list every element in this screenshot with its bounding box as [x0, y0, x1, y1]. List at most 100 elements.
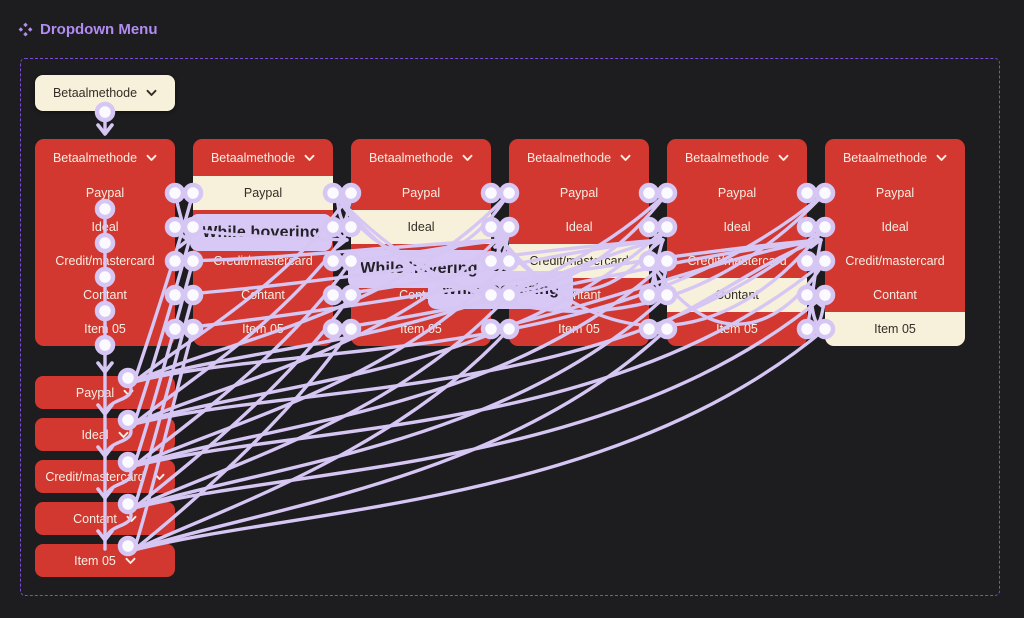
menu-item-item-05[interactable]: Item 05 — [35, 312, 175, 346]
dropdown-header[interactable]: Betaalmethode — [509, 139, 649, 176]
menu-item-contant[interactable]: Contant — [825, 278, 965, 312]
menu-item-ideal[interactable]: Ideal — [667, 210, 807, 244]
menu-item-paypal-label: Paypal — [85, 186, 125, 200]
component-set-name: Dropdown Menu — [40, 21, 158, 38]
menu-item-ideal-label: Ideal — [91, 220, 119, 234]
interaction-label-while-hovering[interactable]: While hovering — [348, 250, 490, 288]
menu-item-item-05-label: Item 05 — [874, 322, 916, 336]
menu-item-item-05-label: Item 05 — [558, 322, 600, 336]
menu-item-contant-label: Contant — [873, 288, 917, 302]
menu-item-contant-label: Contant — [83, 288, 127, 302]
chevron-down-icon — [936, 154, 947, 161]
chevron-down-icon — [154, 473, 165, 480]
dropdown-trigger-button-label: Betaalmethode — [52, 86, 138, 100]
menu-item-paypal[interactable]: Paypal — [35, 176, 175, 210]
menu-item-ideal[interactable]: Ideal — [825, 210, 965, 244]
menu-item-paypal[interactable]: Paypal — [667, 176, 807, 210]
menu-item-paypal[interactable]: Paypal — [509, 176, 649, 210]
menu-item-item-05-label: Item 05 — [400, 322, 442, 336]
closed-dropdown-contant[interactable]: Contant — [35, 502, 175, 535]
chevron-down-icon — [620, 154, 631, 161]
menu-item-ideal-label: Ideal — [881, 220, 909, 234]
chevron-down-icon — [126, 515, 137, 522]
menu-item-contant-label: Contant — [241, 288, 285, 302]
dropdown-panel-open-hover-ideal[interactable]: BetaalmethodePaypalIdealCredit/mastercar… — [351, 139, 491, 346]
menu-item-ideal[interactable]: Ideal — [351, 210, 491, 244]
menu-item-paypal-label: Paypal — [401, 186, 441, 200]
menu-item-ideal-label: Ideal — [407, 220, 435, 234]
chevron-down-icon — [125, 557, 136, 564]
menu-item-credit-mastercard-label: Credit/mastercard — [213, 254, 313, 268]
menu-item-credit-mastercard-label: Credit/mastercard — [845, 254, 945, 268]
menu-item-paypal-label: Paypal — [717, 186, 757, 200]
closed-dropdown-paypal[interactable]: Paypal — [35, 376, 175, 409]
dropdown-header[interactable]: Betaalmethode — [193, 139, 333, 176]
menu-item-credit-mastercard[interactable]: Credit/mastercard — [35, 244, 175, 278]
dropdown-header-label: Betaalmethode — [684, 150, 770, 165]
chevron-down-icon — [304, 154, 315, 161]
closed-dropdown-contant-label: Contant — [73, 511, 117, 526]
closed-dropdown-ideal-label: Ideal — [81, 427, 109, 442]
menu-item-credit-mastercard[interactable]: Credit/mastercard — [667, 244, 807, 278]
chevron-down-icon — [118, 431, 128, 438]
menu-item-item-05-label: Item 05 — [716, 322, 758, 336]
dropdown-panel-open-hover-credit-mastercard[interactable]: Betaalmethode Paypal Ideal Credit/mastercar… — [509, 139, 649, 346]
component-set-frame[interactable] — [20, 58, 1000, 596]
dropdown-header[interactable]: Betaalmethode — [825, 139, 965, 176]
chevron-down-icon — [778, 154, 789, 161]
interaction-label-while-hovering-label: While hovering — [360, 260, 478, 277]
menu-item-contant[interactable]: Contant — [667, 278, 807, 312]
component-set-title[interactable]: Dropdown Menu — [18, 21, 157, 38]
menu-item-paypal[interactable]: Paypal — [351, 176, 491, 210]
closed-dropdown-credit-mastercard[interactable]: Credit/mastercard — [35, 460, 175, 493]
menu-item-ideal-label: Ideal — [723, 220, 751, 234]
chevron-down-icon — [146, 89, 157, 96]
dropdown-header-label: Betaalmethode — [210, 150, 296, 165]
dropdown-panel-open-default[interactable]: Betaalmethode Paypal Ideal Credit/mastercar… — [35, 139, 175, 346]
chevron-down-icon — [146, 154, 157, 161]
menu-item-item-05-label: Item 05 — [242, 322, 284, 336]
menu-item-paypal[interactable]: Paypal — [825, 176, 965, 210]
menu-item-credit-mastercard[interactable]: Credit/mastercard — [825, 244, 965, 278]
closed-dropdown-paypal-label: Paypal — [75, 385, 115, 400]
menu-item-item-05[interactable]: Item 05 — [193, 312, 333, 346]
closed-dropdown-ideal[interactable]: Ideal — [35, 418, 175, 451]
menu-item-item-05[interactable]: Item 05 — [509, 312, 649, 346]
chevron-down-icon — [123, 389, 134, 396]
dropdown-header[interactable]: Betaalmethode — [667, 139, 807, 176]
menu-item-item-05[interactable]: Item 05 — [667, 312, 807, 346]
menu-item-contant-label: Contant — [715, 288, 759, 302]
closed-dropdown-item-05[interactable]: Item 05 — [35, 544, 175, 577]
menu-item-item-05[interactable]: Item 05 — [351, 312, 491, 346]
menu-item-contant[interactable]: Contant — [35, 278, 175, 312]
menu-item-ideal[interactable]: Ideal — [35, 210, 175, 244]
dropdown-trigger-button[interactable]: Betaalmethode — [35, 75, 175, 111]
menu-item-item-05[interactable]: Item 05 — [825, 312, 965, 346]
dropdown-header[interactable]: Betaalmethode — [351, 139, 491, 176]
dropdown-header-label: Betaalmethode — [526, 150, 612, 165]
interaction-label-while-hovering-label: While hovering — [202, 223, 320, 241]
menu-item-ideal-label: Ideal — [565, 220, 593, 234]
menu-item-ideal[interactable]: Ideal — [509, 210, 649, 244]
dropdown-header-label: Betaalmethode — [52, 150, 138, 165]
closed-dropdown-credit-mastercard-label: Credit/mastercard — [45, 469, 145, 484]
menu-item-contant[interactable]: Contant — [193, 278, 333, 312]
dropdown-header[interactable]: Betaalmethode — [35, 139, 175, 176]
closed-dropdown-item-05-label: Item 05 — [74, 553, 116, 568]
dropdown-header-label: Betaalmethode — [368, 150, 454, 165]
component-set-icon — [18, 22, 33, 37]
dropdown-panel-open-hover-contant[interactable]: Betaalmethode Paypal Ideal Credit/mastercar… — [667, 139, 807, 346]
menu-item-paypal-label: Paypal — [559, 186, 599, 200]
menu-item-credit-mastercard-label: Credit/mastercard — [687, 254, 787, 268]
menu-item-paypal[interactable]: Paypal — [193, 176, 333, 210]
interaction-label-while-hovering[interactable]: While hovering — [190, 214, 332, 251]
menu-item-paypal-label: Paypal — [875, 186, 915, 200]
dropdown-panel-open-hover-item-05[interactable]: Betaalmethode Paypal Ideal Credit/mastercar… — [825, 139, 965, 346]
chevron-down-icon — [462, 154, 473, 161]
dropdown-header-label: Betaalmethode — [842, 150, 928, 165]
menu-item-credit-mastercard-label: Credit/mastercard — [55, 254, 155, 268]
menu-item-item-05-label: Item 05 — [84, 322, 126, 336]
menu-item-paypal-label: Paypal — [243, 186, 283, 200]
menu-item-credit-mastercard-label: Credit/mastercard — [529, 254, 629, 268]
